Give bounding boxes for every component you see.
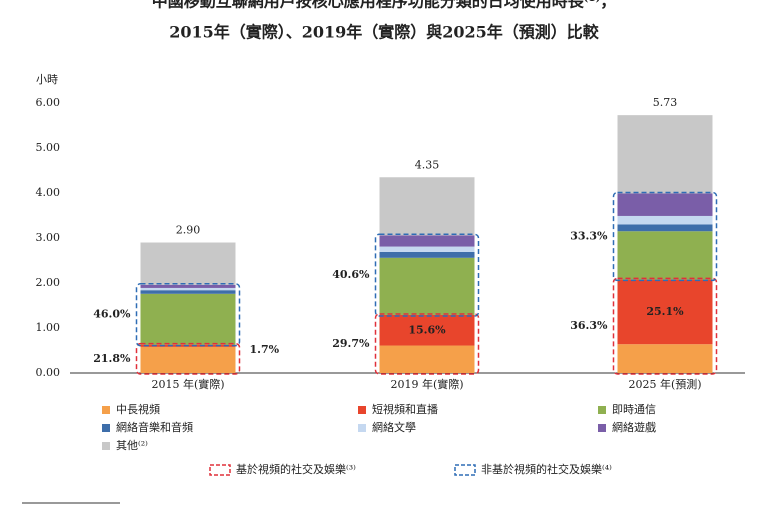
group-bracket [374,233,480,317]
legend-swatch [102,442,110,450]
legend-swatch [102,406,110,414]
bar-segment [140,242,236,285]
bar-segment [379,257,475,315]
y-tick-label: 1.00 [36,321,61,334]
y-tick-label: 0.00 [36,366,61,379]
legend-label: 網絡文學 [372,420,416,434]
y-axis-label: 小時 [36,73,58,86]
share-label: 25.1% [646,305,684,318]
group-share-label: 36.3% [570,319,608,332]
legend-label: 網絡遊戲 [612,420,656,434]
group-bracket [135,283,241,347]
total-label: 5.73 [653,96,678,109]
group-share-label: 29.7% [332,337,370,350]
chart-subtitle: 2015年（實際）、2019年（實際）與2025年（預測）比較 [169,23,600,42]
share-label: 15.6% [408,323,446,336]
legend-swatch [102,424,110,432]
bar-segment [617,279,713,345]
legend-swatch [358,424,366,432]
bar-segment [140,290,236,294]
legend-label: 其他⁽²⁾ [116,439,148,452]
legend-label: 中長視頻 [116,402,160,416]
legend-swatch [209,464,231,476]
legend-swatch [358,406,366,414]
y-tick-label: 5.00 [36,141,61,154]
y-tick-label: 2.00 [36,276,61,289]
bar-segment [379,251,475,258]
bar-segment [617,224,713,232]
bar-segment [617,215,713,225]
x-tick-label: 2019 年(實際) [390,377,463,391]
bar-segment [617,344,713,373]
x-tick-label: 2025 年(預測) [628,377,701,391]
group-share-label: 33.3% [570,229,608,242]
bar-segment [140,346,236,373]
group-share-label: 46.0% [93,308,131,321]
legend-label: 非基於視頻的社交及娛樂⁽⁴⁾ [481,462,612,476]
bar-segment [379,177,475,236]
bar-segment [379,314,475,346]
legend-swatch [598,406,606,414]
group-bracket [135,342,241,375]
y-tick-label: 6.00 [36,96,61,109]
bar-segment [140,284,236,288]
legend-label: 短視頻和直播 [372,402,438,416]
group-share-label: 40.6% [332,268,370,281]
share-label: 1.7% [250,343,280,356]
bar-segment [617,193,713,216]
legend-label: 網絡音樂和音頻 [116,420,193,434]
bar-segment [140,293,236,345]
bar-segment [617,231,713,280]
chart-title: 中國移動互聯網用戶按核心應用程序功能分類的日均使用時長⁽¹⁾， [152,0,617,11]
legend-label: 基於視頻的社交及娛樂⁽³⁾ [236,462,356,476]
bar-segment [379,345,475,373]
y-tick-label: 3.00 [36,231,61,244]
total-label: 2.90 [176,224,201,237]
total-label: 4.35 [415,158,440,171]
legend-swatch [454,464,476,476]
legend-swatch [598,424,606,432]
bar-segment [379,246,475,252]
group-bracket [612,191,718,282]
legend-label: 即時通信 [612,403,656,416]
y-tick-label: 4.00 [36,186,61,199]
bar-segment [140,287,236,291]
bar-segment [379,235,475,247]
group-share-label: 21.8% [93,352,131,365]
bar-segment [617,115,713,194]
x-tick-label: 2015 年(實際) [151,377,224,391]
group-bracket [612,277,718,375]
